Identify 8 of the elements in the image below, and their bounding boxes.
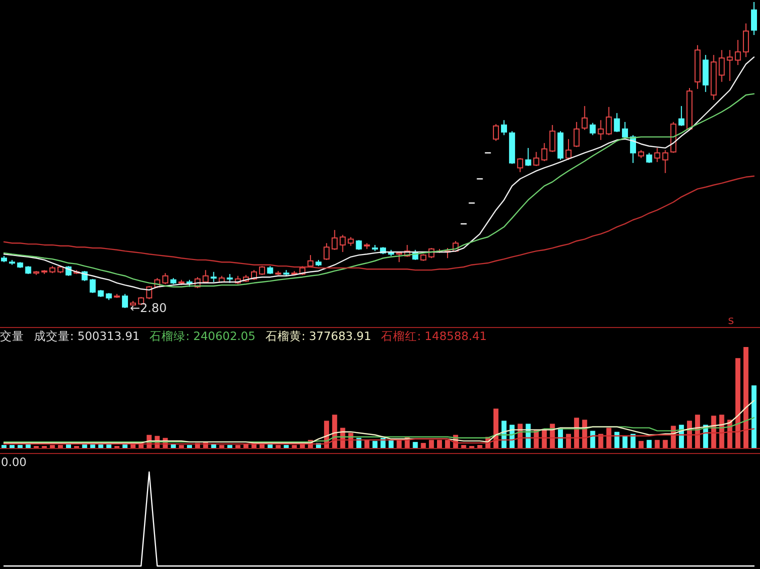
text: s [728,313,734,327]
chart-title: 交量 [0,329,24,343]
text: 石榴黄: 377683.91 [265,329,372,343]
text: 石榴红: 148588.41 [381,329,487,343]
text: 成交量: 500313.91 [34,329,140,343]
annotation: ←2.80 [130,301,167,315]
text: 石榴绿: 240602.05 [150,329,256,343]
text: 0.00 [1,455,27,469]
